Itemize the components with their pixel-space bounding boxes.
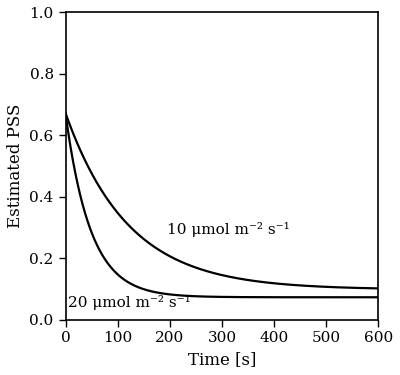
Text: 20 μmol m⁻² s⁻¹: 20 μmol m⁻² s⁻¹ (68, 295, 191, 310)
Y-axis label: Estimated PSS: Estimated PSS (7, 104, 24, 228)
Text: 10 μmol m⁻² s⁻¹: 10 μmol m⁻² s⁻¹ (167, 222, 290, 237)
X-axis label: Time [s]: Time [s] (188, 351, 256, 368)
